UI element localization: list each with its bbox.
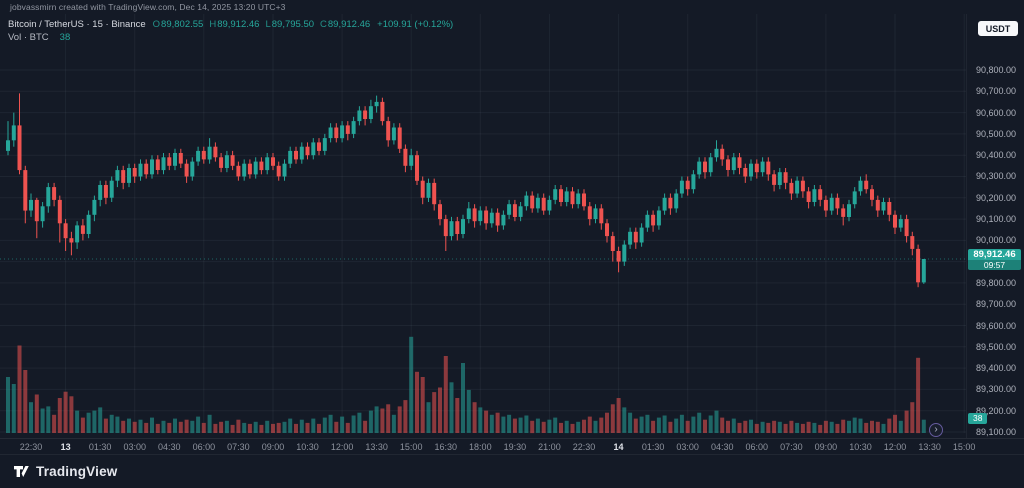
time-tick-label: 22:30	[572, 442, 596, 452]
legend-volume-row: Vol · BTC 38	[8, 32, 453, 45]
time-tick-label: 12:00	[883, 442, 907, 452]
time-tick-label: 18:00	[469, 442, 492, 452]
time-tick-label: 03:00	[123, 442, 146, 452]
time-tick-label: 13:30	[918, 442, 941, 452]
last-price-label: 89,912.46 09:57	[968, 248, 1021, 270]
price-axis[interactable]: USDT 89,912.46 09:57 38 90,800.00 90,700.…	[966, 14, 1024, 438]
ohlc-value: H89,912.46	[209, 19, 260, 30]
time-tick-label: 07:30	[780, 442, 803, 452]
time-tick-label: 16:30	[434, 442, 458, 452]
price-tick-label: 90,400.00	[975, 150, 1016, 161]
attribution-text: jobvassmirn created with TradingView.com…	[10, 2, 286, 12]
time-tick-label: 15:00	[952, 442, 976, 452]
price-tick-label: 89,800.00	[975, 277, 1016, 288]
price-tick-label: 90,700.00	[975, 86, 1016, 97]
volume-study-label[interactable]: Vol · BTC	[8, 32, 49, 43]
time-tick-label: 12:00	[330, 442, 354, 452]
time-tick-label: 21:00	[538, 442, 561, 452]
price-tick-label: 89,200.00	[975, 405, 1016, 416]
time-tick-label: 10:30	[849, 442, 872, 452]
brand-name: TradingView	[36, 464, 118, 479]
time-tick-label: 19:30	[503, 442, 527, 452]
time-axis[interactable]: 22:30 13 01:30 03:00 04:30 06:00 07:30 09:00 10:…	[0, 438, 1024, 454]
time-tick-label: 10:30	[296, 442, 319, 452]
ohlc-value: O89,802.55	[152, 19, 204, 30]
last-volume-label: 38	[968, 412, 988, 424]
time-tick-label: 22:30	[19, 442, 43, 452]
time-tick-label: 13	[60, 442, 71, 452]
price-tick-label: 90,000.00	[975, 235, 1016, 246]
legend: Bitcoin / TetherUS · 15 · Binance O89,80…	[8, 19, 453, 45]
price-tick-label: 90,600.00	[975, 107, 1016, 118]
symbol-title[interactable]: Bitcoin / TetherUS · 15 · Binance	[8, 19, 146, 30]
candles-volume-svg	[0, 14, 966, 434]
time-tick-label: 04:30	[158, 442, 181, 452]
last-price-value: 89,912.46	[973, 248, 1016, 260]
price-tick-label: 89,400.00	[975, 363, 1016, 374]
change-value: +109.91 (+0.12%)	[377, 19, 454, 30]
time-tick-label: 06:00	[745, 442, 769, 452]
ohlc-value: L89,795.50	[265, 19, 315, 30]
time-tick-label: 09:00	[814, 442, 838, 452]
chart-pane[interactable]: Bitcoin / TetherUS · 15 · Binance O89,80…	[0, 14, 966, 438]
time-tick-label: 01:30	[88, 442, 112, 452]
price-tick-label: 90,500.00	[975, 128, 1016, 139]
footer: TradingView	[0, 454, 1024, 488]
currency-toggle-button[interactable]: USDT	[978, 21, 1018, 36]
time-tick-label: 06:00	[192, 442, 216, 452]
go-to-realtime-button[interactable]: ›	[929, 423, 943, 437]
time-tick-label: 14	[613, 442, 624, 452]
time-tick-label: 09:00	[261, 442, 285, 452]
price-tick-label: 89,500.00	[975, 341, 1016, 352]
time-tick-label: 03:00	[676, 442, 699, 452]
time-tick-label: 04:30	[710, 442, 734, 452]
time-tick-label: 15:00	[399, 442, 423, 452]
volume-study-value: 38	[59, 32, 71, 43]
tradingview-logo[interactable]: TradingView	[13, 464, 117, 479]
time-tick-label: 07:30	[227, 442, 250, 452]
price-tick-label: 90,200.00	[975, 192, 1016, 203]
price-tick-label: 89,300.00	[975, 384, 1016, 395]
tradingview-logo-icon	[14, 466, 29, 477]
price-tick-label: 89,600.00	[975, 320, 1016, 331]
price-tick-label: 90,800.00	[975, 65, 1016, 75]
price-tick-label: 89,700.00	[975, 299, 1016, 310]
price-tick-label: 90,300.00	[975, 171, 1016, 182]
ohlc-value: C89,912.46	[320, 19, 371, 30]
price-tick-label: 90,100.00	[975, 214, 1016, 225]
time-tick-label: 01:30	[641, 442, 665, 452]
bar-countdown: 09:57	[968, 259, 1021, 270]
ohlc-values: O89,802.55 H89,912.46 L89,795.50 C89,912.46	[153, 19, 371, 30]
price-tick-label: 89,100.00	[975, 427, 1016, 437]
time-tick-label: 13:30	[365, 442, 388, 452]
legend-symbol-row: Bitcoin / TetherUS · 15 · Binance O89,80…	[8, 19, 453, 32]
